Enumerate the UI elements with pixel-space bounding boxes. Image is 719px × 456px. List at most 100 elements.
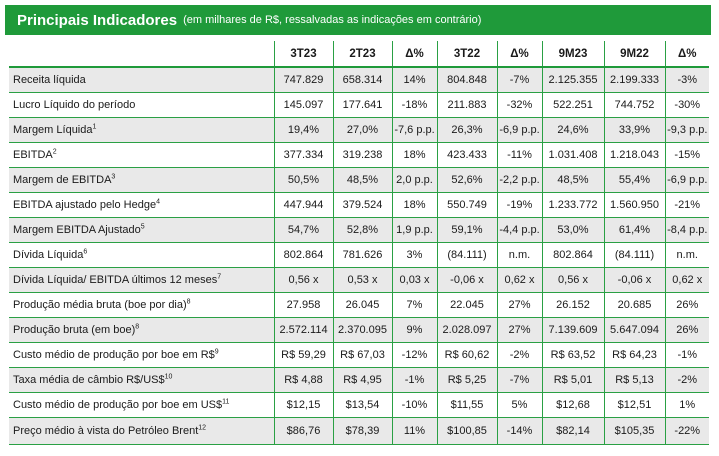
row-label-text: Custo médio de produção por boe em R$ [13, 349, 215, 361]
table-row: Custo médio de produção por boe em US$11… [9, 392, 709, 418]
table-cell: 0,62 x [496, 267, 542, 293]
table-cell: 5.647.094 [603, 317, 665, 343]
row-label: Receita líquida [9, 67, 274, 93]
table-cell: 1.031.408 [541, 142, 604, 168]
table-cell: 804.848 [436, 67, 497, 93]
table-cell: 7% [391, 292, 437, 318]
table-cell: 658.314 [332, 67, 392, 93]
row-label: Taxa média de câmbio R$/US$10 [9, 367, 274, 393]
table-cell: 747.829 [273, 67, 333, 93]
table-cell: 177.641 [332, 92, 392, 118]
table-cell: -4,4 p.p. [496, 217, 542, 243]
footnote-marker: 12 [198, 424, 207, 432]
table-cell: $86,76 [273, 417, 333, 445]
table-cell: -12% [391, 342, 437, 368]
table-cell: -6,9 p.p. [664, 167, 709, 193]
row-label-text: Margem de EBITDA [13, 174, 112, 186]
indicators-table: 3T23 2T23 Δ% 3T22 Δ% 9M23 9M22 Δ% Receit… [9, 41, 709, 445]
table-cell: 24,6% [541, 117, 604, 143]
table-cell: n.m. [496, 242, 542, 268]
table-cell: 27% [496, 317, 542, 343]
table-row: Lucro Líquido do período 145.097 177.641 -1… [9, 92, 709, 118]
footnote-marker: 1 [92, 123, 97, 131]
row-label-text: Custo médio de produção por boe em US$ [13, 399, 223, 411]
table-cell: 211.883 [436, 92, 497, 118]
table-row: Taxa média de câmbio R$/US$10 R$ 4,88 R$ 4… [9, 367, 709, 393]
row-label: EBITDA2 [9, 142, 274, 168]
table-cell: 319.238 [332, 142, 392, 168]
table-cell: -21% [664, 192, 709, 218]
row-label-text: Lucro Líquido do período [13, 99, 136, 111]
table-cell: 19,4% [273, 117, 333, 143]
row-label: Margem de EBITDA3 [9, 167, 274, 193]
table-cell: $13,54 [332, 392, 392, 418]
table-header-banner: Principais Indicadores (em milhares de R… [5, 5, 711, 35]
table-row: EBITDA2 377.334 319.238 18% 423.433 -11% 1.031… [9, 142, 709, 168]
table-cell: 0,56 x [273, 267, 333, 293]
row-label: Margem EBITDA Ajustado5 [9, 217, 274, 243]
table-subtitle: (em milhares de R$, ressalvadas as indic… [183, 14, 482, 26]
table-cell: 33,9% [603, 117, 665, 143]
footnote-marker: 10 [164, 373, 173, 381]
table-cell: 2,0 p.p. [391, 167, 437, 193]
table-cell: R$ 63,52 [541, 342, 604, 368]
table-cell: 48,5% [541, 167, 604, 193]
table-cell: -1% [391, 367, 437, 393]
row-label: Produção média bruta (boe por dia)8 [9, 292, 274, 318]
table-cell: 55,4% [603, 167, 665, 193]
table-cell: 447.944 [273, 192, 333, 218]
table-cell: -7% [496, 367, 542, 393]
table-cell: -0,06 x [436, 267, 497, 293]
table-cell: 26,3% [436, 117, 497, 143]
table-cell: 1.560.950 [603, 192, 665, 218]
table-cell: -2% [664, 367, 709, 393]
table-cell: 0,56 x [541, 267, 604, 293]
footnote-marker: 5 [140, 223, 145, 231]
table-cell: 522.251 [541, 92, 604, 118]
table-cell: 1.218.043 [603, 142, 665, 168]
row-label: Custo médio de produção por boe em R$9 [9, 342, 274, 368]
row-label: Dívida Líquida6 [9, 242, 274, 268]
table-cell: -3% [664, 67, 709, 93]
table-cell: 5% [496, 392, 542, 418]
table-row: Dívida Líquida6 802.864 781.626 3% (84.111) n… [9, 242, 709, 268]
table-cell: R$ 60,62 [436, 342, 497, 368]
column-header: Δ% [664, 41, 709, 68]
table-cell: 27.958 [273, 292, 333, 318]
table-cell: 2.125.355 [541, 67, 604, 93]
table-cell: 377.334 [273, 142, 333, 168]
row-label-text: EBITDA [13, 149, 53, 161]
table-cell: -22% [664, 417, 709, 445]
table-cell: R$ 5,01 [541, 367, 604, 393]
table-cell: -30% [664, 92, 709, 118]
table-cell: -1% [664, 342, 709, 368]
table-cell: 14% [391, 67, 437, 93]
footnote-marker: 8 [135, 323, 140, 331]
row-label-text: Preço médio à vista do Petróleo Brent [13, 425, 199, 437]
table-row: Produção média bruta (boe por dia)8 27.95… [9, 292, 709, 318]
table-cell: 0,53 x [332, 267, 392, 293]
table-cell: $100,85 [436, 417, 497, 445]
table-cell: 2.199.333 [603, 67, 665, 93]
row-label-text: EBITDA ajustado pelo Hedge [13, 199, 157, 211]
table-row: Receita líquida 747.829 658.314 14% 804.848 -… [9, 67, 709, 93]
table-cell: 26% [664, 317, 709, 343]
table-cell: 145.097 [273, 92, 333, 118]
table-cell: R$ 4,95 [332, 367, 392, 393]
table-cell: 59,1% [436, 217, 497, 243]
table-cell: 18% [391, 142, 437, 168]
table-row: Margem Líquida1 19,4% 27,0% -7,6 p.p. 26,3% -… [9, 117, 709, 143]
table-title: Principais Indicadores [17, 11, 178, 29]
table-cell: 26% [664, 292, 709, 318]
table-cell: $78,39 [332, 417, 392, 445]
table-cell: 423.433 [436, 142, 497, 168]
table-cell: 379.524 [332, 192, 392, 218]
table-cell: 2.028.097 [436, 317, 497, 343]
table-cell: -8,4 p.p. [664, 217, 709, 243]
row-label-text: Receita líquida [13, 74, 86, 86]
footnote-marker: 3 [111, 173, 116, 181]
column-header: 9M22 [603, 41, 665, 68]
table-cell: -10% [391, 392, 437, 418]
table-cell: $82,14 [541, 417, 604, 445]
table-cell: R$ 4,88 [273, 367, 333, 393]
